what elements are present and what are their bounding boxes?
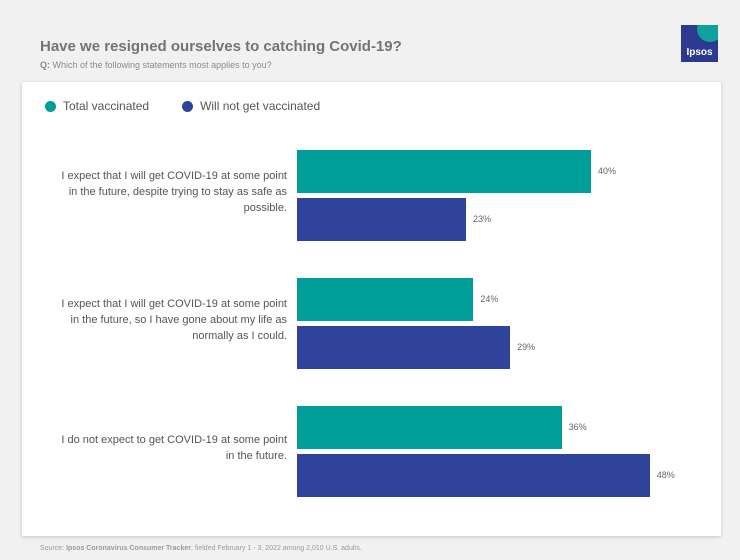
bar-value-label: 40% xyxy=(598,165,617,176)
source-prefix: Source: xyxy=(40,545,65,552)
question-body: Which of the following statements most a… xyxy=(52,60,272,70)
legend-label-will-not-get-vaccinated: Will not get vaccinated xyxy=(200,99,321,113)
bar xyxy=(297,454,650,497)
chart-legend: Total vaccinated Will not get vaccinated xyxy=(45,99,353,113)
ipsos-logo: Ipsos xyxy=(681,25,718,62)
legend-item-total-vaccinated: Total vaccinated xyxy=(45,99,149,113)
bar-value-label: 48% xyxy=(656,469,675,480)
legend-label-total-vaccinated: Total vaccinated xyxy=(63,99,150,113)
category-label: I do not expect to get COVID-19 at some … xyxy=(61,433,287,462)
chart-title: Have we resigned ourselves to catching C… xyxy=(40,38,402,55)
chart-card: Total vaccinated Will not get vaccinated… xyxy=(22,82,721,536)
bar-value-label: 29% xyxy=(517,341,536,352)
logo-text: Ipsos xyxy=(686,47,713,58)
source-note: Source: Ipsos Coronavirus Consumer Track… xyxy=(40,545,362,552)
logo-swoosh xyxy=(697,25,718,42)
question-text: Q: Which of the following statements mos… xyxy=(40,60,272,70)
bar xyxy=(297,150,591,193)
bar xyxy=(297,406,562,449)
bar xyxy=(297,278,474,321)
bar xyxy=(297,326,511,369)
bar-value-label: 23% xyxy=(473,213,492,224)
legend-item-will-not-get-vaccinated: Will not get vaccinated xyxy=(182,99,320,113)
category-label: I expect that I will get COVID-19 at som… xyxy=(61,169,287,214)
source-name: Ipsos Coronavirus Consumer Tracker xyxy=(66,545,191,552)
legend-swatch-will-not-get-vaccinated xyxy=(182,100,194,112)
category-label: I expect that I will get COVID-19 at som… xyxy=(61,297,287,342)
bar xyxy=(297,198,467,241)
legend-swatch-total-vaccinated xyxy=(45,100,56,112)
bar-value-label: 24% xyxy=(480,293,499,304)
question-prefix: Q: xyxy=(40,60,50,70)
source-detail: , fielded February 1 - 3, 2022 among 2,0… xyxy=(190,545,362,552)
bar-value-label: 36% xyxy=(568,421,587,432)
